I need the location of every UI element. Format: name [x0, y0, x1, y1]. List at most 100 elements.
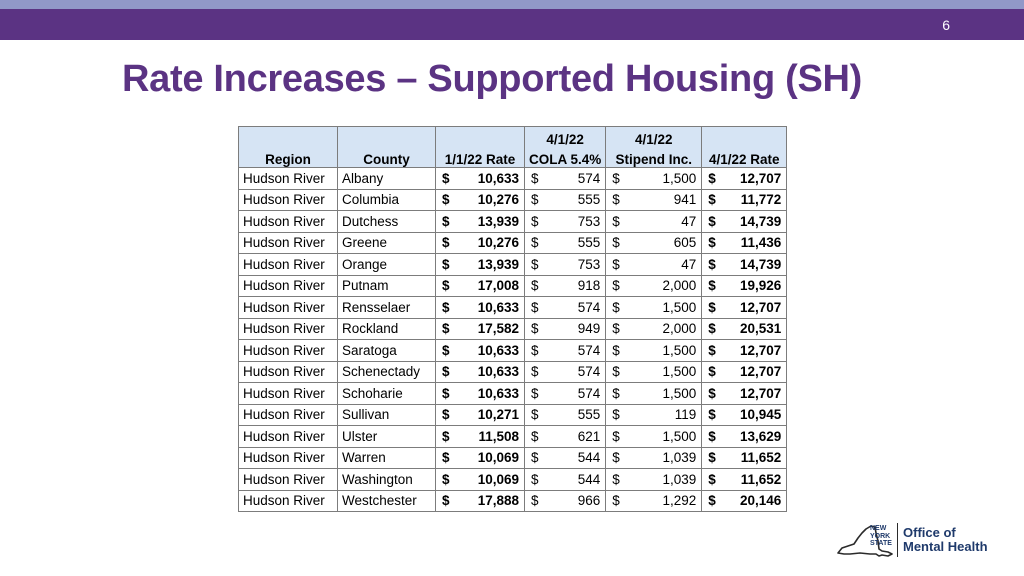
- currency-symbol: $: [708, 256, 716, 272]
- table-row: Hudson River Sullivan $10,271 $555 $119 $10,9…: [238, 403, 788, 426]
- cell-county: Columbia: [337, 188, 436, 211]
- cell-rate-apr-value: 19,926: [739, 278, 782, 294]
- cell-cola: $949: [523, 317, 607, 340]
- cell-rate-apr: $13,629: [701, 425, 788, 448]
- cell-stipend-value: 2,000: [662, 278, 697, 294]
- cell-cola-value: 574: [577, 170, 601, 186]
- cell-region: Hudson River: [238, 468, 338, 491]
- cell-rate-apr: $14,739: [701, 210, 788, 233]
- currency-symbol: $: [612, 450, 620, 466]
- cell-rate-apr-value: 12,707: [739, 385, 782, 401]
- cell-cola: $555: [523, 231, 607, 254]
- cell-county: Albany: [337, 167, 436, 190]
- currency-symbol: $: [531, 192, 539, 208]
- cell-cola-value: 621: [577, 428, 601, 444]
- cell-rate-jan: $10,276: [435, 231, 525, 254]
- cell-rate-apr-value: 11,772: [740, 192, 782, 208]
- cell-stipend-value: 941: [673, 192, 697, 208]
- cell-cola: $574: [523, 339, 607, 362]
- cell-cola-value: 555: [577, 407, 601, 423]
- cell-stipend-value: 1,500: [662, 342, 697, 358]
- cell-region: Hudson River: [238, 231, 338, 254]
- currency-symbol: $: [612, 407, 620, 423]
- cell-stipend-value: 1,039: [662, 450, 697, 466]
- cell-region: Hudson River: [238, 382, 338, 405]
- cell-stipend: $1,039: [605, 468, 703, 491]
- cell-rate-jan-value: 10,069: [477, 450, 519, 466]
- header-rate-apr: 4/1/22 Rate: [701, 147, 788, 168]
- currency-symbol: $: [442, 385, 450, 401]
- cell-rate-apr: $12,707: [701, 296, 788, 319]
- cell-rate-apr: $20,531: [701, 317, 788, 340]
- currency-symbol: $: [442, 342, 450, 358]
- cell-county: Saratoga: [337, 339, 436, 362]
- cell-cola-value: 918: [577, 278, 601, 294]
- currency-symbol: $: [612, 428, 620, 444]
- header-region-top: [238, 126, 338, 147]
- cell-stipend-value: 1,039: [662, 471, 697, 487]
- currency-symbol: $: [531, 321, 539, 337]
- cell-stipend-value: 1,292: [662, 493, 697, 509]
- cell-cola: $918: [523, 274, 607, 297]
- currency-symbol: $: [612, 364, 620, 380]
- currency-symbol: $: [442, 321, 450, 337]
- cell-county: Warren: [337, 446, 436, 469]
- slide-title: Rate Increases – Supported Housing (SH): [122, 58, 863, 100]
- cell-rate-jan: $10,633: [435, 167, 525, 190]
- cell-cola: $574: [523, 382, 607, 405]
- currency-symbol: $: [708, 364, 716, 380]
- currency-symbol: $: [612, 256, 620, 272]
- currency-symbol: $: [612, 471, 620, 487]
- currency-symbol: $: [708, 471, 716, 487]
- currency-symbol: $: [531, 493, 539, 509]
- table-row: Hudson River Saratoga $10,633 $574 $1,500 $12…: [238, 339, 788, 362]
- table-body: Hudson River Albany $10,633 $574 $1,500 $12,7…: [238, 167, 788, 512]
- logo-divider: [897, 523, 898, 557]
- cell-stipend-value: 2,000: [662, 321, 697, 337]
- table-row: Hudson River Schoharie $10,633 $574 $1,500 $1…: [238, 382, 788, 405]
- cell-rate-jan: $13,939: [435, 210, 525, 233]
- cell-region: Hudson River: [238, 317, 338, 340]
- cell-cola: $544: [523, 468, 607, 491]
- currency-symbol: $: [442, 192, 450, 208]
- currency-symbol: $: [708, 299, 716, 315]
- cell-rate-jan: $10,633: [435, 360, 525, 383]
- cell-rate-apr-value: 12,707: [739, 299, 782, 315]
- new-york-state-map-icon: [837, 525, 893, 557]
- header-stipend: Stipend Inc.: [605, 147, 703, 168]
- cell-cola: $555: [523, 403, 607, 426]
- table-row: Hudson River Rockland $17,582 $949 $2,000 $20…: [238, 317, 788, 340]
- cell-cola: $544: [523, 446, 607, 469]
- currency-symbol: $: [612, 321, 620, 337]
- cell-stipend-value: 1,500: [662, 364, 697, 380]
- currency-symbol: $: [708, 278, 716, 294]
- cell-rate-jan-value: 10,633: [477, 299, 519, 315]
- cell-stipend-value: 47: [681, 213, 697, 229]
- cell-county: Sullivan: [337, 403, 436, 426]
- currency-symbol: $: [612, 213, 620, 229]
- currency-symbol: $: [708, 192, 716, 208]
- cell-cola-value: 574: [577, 342, 601, 358]
- cell-rate-jan-value: 10,633: [477, 364, 519, 380]
- header-county: County: [337, 147, 436, 168]
- cell-rate-apr-value: 11,652: [740, 471, 782, 487]
- currency-symbol: $: [531, 407, 539, 423]
- cell-rate-apr: $12,707: [701, 339, 788, 362]
- cell-rate-jan: $10,069: [435, 468, 525, 491]
- currency-symbol: $: [442, 235, 450, 251]
- currency-symbol: $: [612, 493, 620, 509]
- table-row: Hudson River Dutchess $13,939 $753 $47 $14,73…: [238, 210, 788, 233]
- header-county-top: [337, 126, 436, 147]
- cell-stipend-value: 1,500: [662, 299, 697, 315]
- cell-rate-apr: $20,146: [701, 489, 788, 512]
- table-row: Hudson River Orange $13,939 $753 $47 $14,739: [238, 253, 788, 276]
- currency-symbol: $: [531, 278, 539, 294]
- cell-rate-jan: $17,582: [435, 317, 525, 340]
- currency-symbol: $: [531, 170, 539, 186]
- cell-stipend: $1,500: [605, 360, 703, 383]
- cell-cola-value: 544: [577, 450, 601, 466]
- cell-stipend: $1,500: [605, 167, 703, 190]
- currency-symbol: $: [612, 170, 620, 186]
- cell-rate-apr: $11,436: [701, 231, 788, 254]
- cell-rate-apr-value: 12,707: [739, 364, 782, 380]
